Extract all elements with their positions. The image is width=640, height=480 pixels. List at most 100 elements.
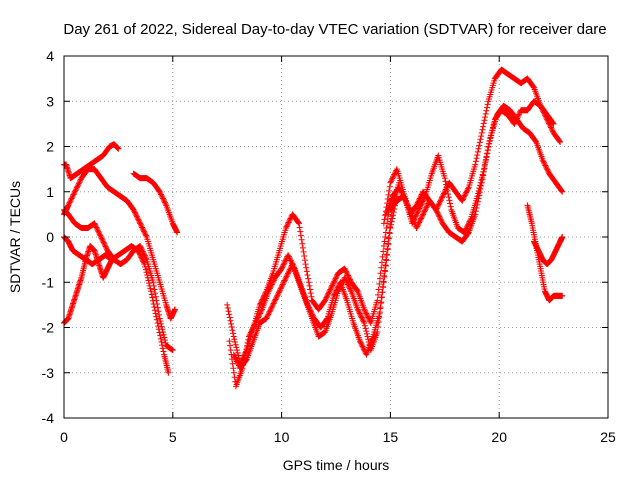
data-point [286, 254, 293, 261]
data-point [233, 358, 240, 365]
data-point [161, 337, 168, 344]
data-point [73, 184, 80, 191]
data-point [437, 216, 444, 223]
data-point [255, 314, 262, 321]
data-point [485, 143, 492, 150]
data-point [398, 188, 405, 195]
data-point [103, 244, 110, 251]
data-point [301, 257, 308, 264]
data-point [485, 140, 492, 147]
data-point [71, 190, 78, 197]
data-point [391, 171, 398, 178]
data-point [362, 325, 369, 332]
data-point [357, 339, 364, 346]
data-point [279, 282, 286, 289]
data-point [263, 315, 270, 322]
data-point [141, 261, 148, 268]
data-point [284, 222, 291, 229]
data-point [151, 286, 158, 293]
data-point [484, 150, 491, 157]
data-point [246, 332, 253, 339]
data-point [266, 286, 273, 293]
data-point [359, 317, 366, 324]
data-point [344, 271, 351, 278]
y-tick-label: -3 [42, 365, 55, 381]
data-point [94, 227, 101, 234]
data-point [435, 210, 442, 217]
data-point [301, 253, 308, 260]
data-point [137, 243, 144, 250]
data-point [540, 158, 547, 165]
data-point [134, 247, 141, 254]
data-point [382, 234, 389, 240]
data-point [401, 194, 408, 201]
data-point [375, 286, 382, 293]
data-point [437, 214, 444, 221]
data-point [403, 198, 410, 205]
data-point [135, 248, 142, 255]
data-point [295, 219, 302, 226]
data-point [299, 240, 306, 247]
data-point [389, 175, 396, 182]
data-point [134, 214, 141, 221]
data-point [414, 209, 421, 216]
data-point [472, 211, 479, 218]
data-point [147, 285, 154, 292]
data-point [68, 195, 75, 202]
data-point [305, 279, 312, 286]
data-point [148, 288, 155, 295]
data-point [136, 251, 143, 258]
data-point [131, 208, 138, 215]
data-point [285, 269, 292, 276]
data-point [358, 313, 365, 320]
data-point [157, 332, 164, 339]
data-point [374, 324, 381, 331]
data-point [326, 289, 333, 296]
data-point [437, 197, 444, 204]
data-point [325, 290, 332, 297]
data-point [285, 252, 292, 259]
data-point [323, 294, 330, 301]
data-point [250, 324, 257, 331]
data-point [257, 310, 264, 317]
data-point [512, 118, 519, 125]
data-point [374, 291, 381, 298]
data-point [481, 165, 488, 172]
data-point [244, 339, 251, 346]
data-point [67, 198, 74, 205]
data-point [273, 295, 280, 302]
data-point [480, 172, 487, 179]
data-point [115, 145, 122, 152]
data-point [269, 301, 276, 308]
x-axis-label: GPS time / hours [283, 457, 390, 473]
data-point [345, 282, 352, 289]
data-point [138, 245, 145, 252]
data-point [135, 216, 142, 223]
data-point [486, 138, 493, 145]
data-point [225, 308, 232, 315]
data-point [436, 213, 443, 220]
data-point [472, 208, 479, 215]
data-point [233, 344, 240, 351]
y-axis-label: SDTVAR / TECUs [7, 181, 23, 293]
data-point [416, 204, 423, 211]
data-point [151, 307, 158, 314]
data-point [331, 278, 338, 285]
data-point [473, 155, 480, 162]
series-track-a [61, 141, 122, 182]
data-point [145, 277, 152, 284]
data-point [286, 216, 293, 223]
data-point [327, 285, 334, 292]
data-point [162, 200, 169, 207]
data-point [343, 268, 350, 275]
series-track-b [61, 166, 178, 322]
data-point [332, 275, 339, 282]
y-tick-label: 1 [46, 184, 54, 200]
data-point [541, 159, 548, 166]
data-point [272, 296, 279, 303]
data-point [381, 216, 388, 223]
data-point [270, 300, 277, 307]
data-point [137, 253, 144, 260]
data-point [441, 175, 448, 182]
data-point [153, 316, 160, 323]
